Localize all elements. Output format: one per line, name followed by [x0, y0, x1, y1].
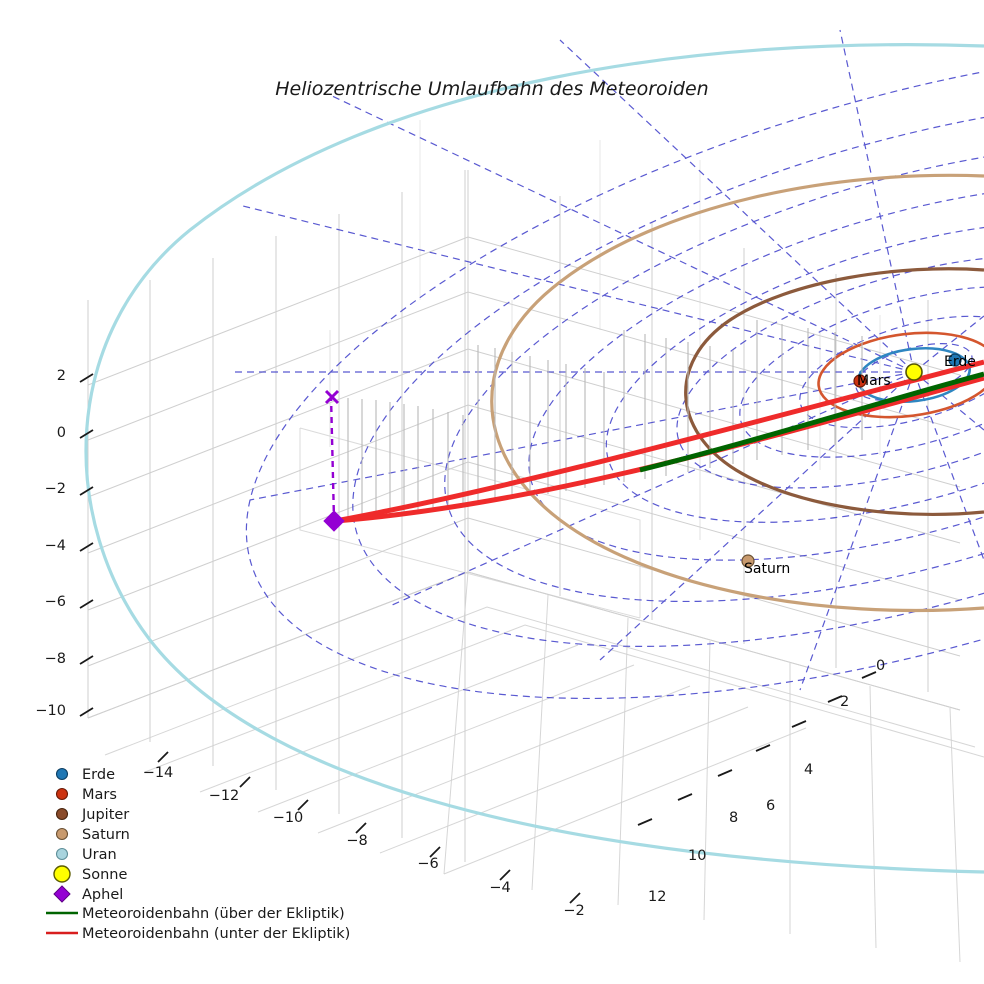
svg-text:0: 0	[876, 658, 885, 674]
orbit-jupiter	[684, 267, 984, 516]
legend-label-sonne: Sonne	[82, 867, 127, 883]
orbit-saturn	[490, 173, 984, 613]
body-markers	[741, 353, 962, 568]
legend-item-erde[interactable]: Erde	[55, 767, 116, 783]
legend-item-sonne[interactable]: Sonne	[53, 865, 127, 883]
marker-erde	[948, 353, 962, 367]
svg-text:−4: −4	[45, 538, 66, 554]
svg-text:2: 2	[57, 368, 66, 384]
z-axis-tick-labels: 2 0 −2 −4 −6 −8 −10	[35, 368, 66, 719]
svg-text:−8: −8	[346, 833, 367, 849]
trajectory-above-ecliptic	[639, 371, 984, 473]
legend-marker-uran	[55, 847, 69, 861]
svg-text:−4: −4	[489, 880, 510, 896]
x-axis-tick-labels: −14 −12 −10 −8 −6 −4 −2	[143, 765, 585, 919]
label-saturn: Saturn	[744, 561, 790, 577]
legend-label-trajectory-below: Meteoroidenbahn (unter der Ekliptik)	[82, 926, 350, 942]
aphel-cross-icon	[324, 389, 340, 405]
legend-marker-mars	[55, 787, 69, 801]
aphel-group	[323, 389, 345, 532]
legend-label-aphel: Aphel	[82, 887, 123, 903]
legend-item-mars[interactable]: Mars	[55, 787, 117, 803]
polar-grid	[230, 29, 984, 700]
svg-text:12: 12	[648, 889, 666, 905]
svg-text:2: 2	[840, 694, 849, 710]
legend-label-mars: Mars	[82, 787, 117, 803]
legend-item-aphel[interactable]: Aphel	[53, 885, 123, 903]
svg-text:−12: −12	[209, 788, 240, 804]
legend-item-jupiter[interactable]: Jupiter	[55, 807, 130, 823]
svg-text:−8: −8	[45, 651, 66, 667]
page-title: Heliozentrische Umlaufbahn des Meteoroid…	[275, 78, 708, 100]
svg-text:−2: −2	[45, 481, 66, 497]
marker-sonne	[905, 363, 923, 381]
polar-grid-spokes	[230, 29, 984, 691]
svg-text:−14: −14	[143, 765, 174, 781]
svg-text:6: 6	[766, 798, 775, 814]
label-erde: Erde	[944, 354, 976, 370]
y-axis-tick-labels: 0 2 4 6 8 10 12	[648, 658, 885, 905]
svg-text:−6: −6	[417, 856, 438, 872]
planet-orbits	[84, 43, 984, 874]
svg-text:4: 4	[804, 762, 813, 778]
legend: Erde Mars Jupiter Saturn Uran Sonne	[46, 767, 350, 942]
aphel-diamond-marker	[323, 510, 345, 532]
legend-marker-erde	[55, 767, 69, 781]
legend-label-uran: Uran	[82, 847, 117, 863]
axis-ticks	[79, 373, 877, 904]
legend-item-saturn[interactable]: Saturn	[55, 827, 130, 843]
body-annotations: Erde Mars Saturn	[744, 354, 976, 577]
svg-text:−10: −10	[273, 810, 304, 826]
axes-3d-panes	[87, 120, 984, 963]
trajectory-below-ecliptic-upper	[334, 359, 984, 524]
marker-saturn	[741, 554, 755, 568]
orbit-mars	[817, 331, 984, 419]
svg-text:0: 0	[57, 425, 66, 441]
svg-text:−2: −2	[563, 903, 584, 919]
legend-item-trajectory-above[interactable]: Meteoroidenbahn (über der Ekliptik)	[46, 906, 345, 922]
legend-marker-sonne	[53, 865, 71, 883]
legend-label-saturn: Saturn	[82, 827, 130, 843]
legend-label-trajectory-above: Meteoroidenbahn (über der Ekliptik)	[82, 906, 345, 922]
meteoroid-trajectory	[334, 359, 984, 524]
legend-item-trajectory-below[interactable]: Meteoroidenbahn (unter der Ekliptik)	[46, 926, 350, 942]
legend-label-erde: Erde	[82, 767, 115, 783]
svg-text:−6: −6	[45, 594, 66, 610]
marker-mars	[853, 374, 867, 388]
legend-marker-jupiter	[55, 807, 69, 821]
svg-text:−10: −10	[35, 703, 66, 719]
legend-item-uran[interactable]: Uran	[55, 847, 117, 863]
legend-label-jupiter: Jupiter	[81, 807, 129, 823]
label-mars: Mars	[857, 373, 891, 389]
orbit-uran	[84, 43, 984, 874]
aphel-stem	[329, 394, 336, 521]
svg-text:8: 8	[729, 810, 738, 826]
legend-marker-saturn	[55, 827, 69, 841]
legend-marker-aphel	[53, 885, 71, 903]
svg-text:10: 10	[688, 848, 706, 864]
